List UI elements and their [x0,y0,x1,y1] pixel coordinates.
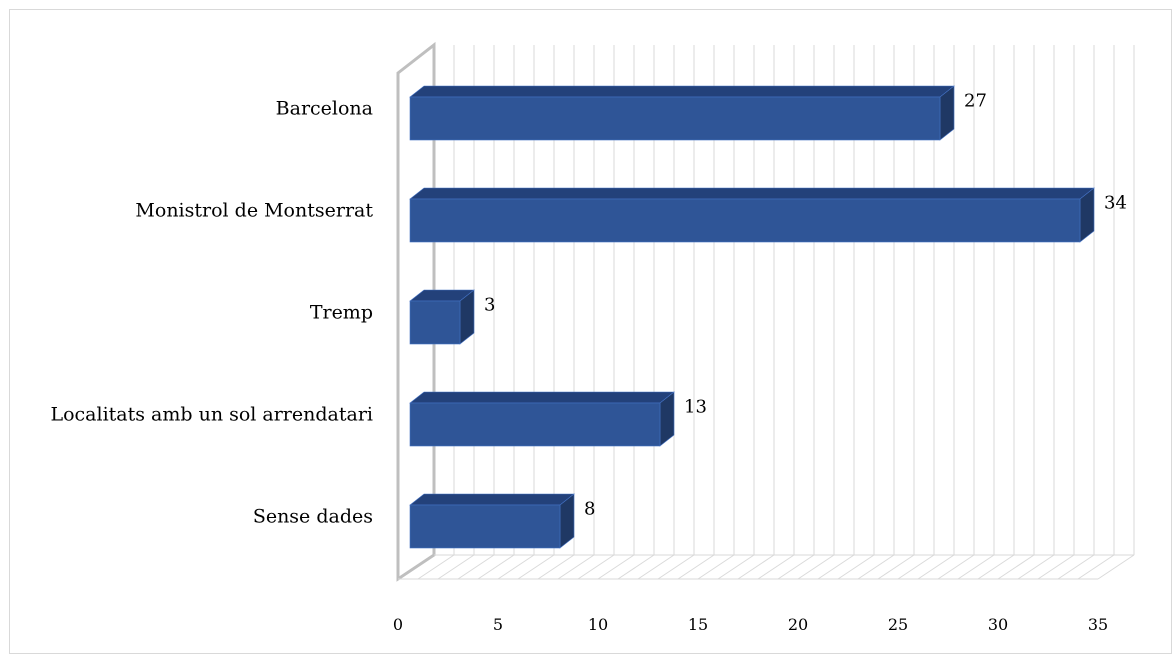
floor-gridline [997,554,1035,580]
floor-gridline [1077,554,1115,580]
floor-gridline [1057,554,1095,580]
bar-front-face [409,504,561,549]
bar [409,391,675,447]
floor-gridline [837,554,875,580]
category-label: Monistrol de Montserrat [135,200,373,222]
floor-gridline [797,554,835,580]
floor-gridline [857,554,895,580]
floor-gridline [777,554,815,580]
floor-gridline [917,554,955,580]
x-tick-label: 0 [393,615,403,634]
bar [409,493,575,549]
floor-gridline [677,554,715,580]
bar-top-face [409,187,1095,200]
floor-gridline [437,554,475,580]
bar-front-face [409,300,461,345]
floor-gridline [977,554,1015,580]
x-tick-label: 35 [1088,615,1108,634]
bar-front-face [409,96,941,141]
bar [409,289,475,345]
data-label: 8 [584,499,595,520]
bar-top-face [409,493,575,506]
bar-top-face [409,85,955,98]
category-label: Barcelona [276,98,373,120]
floor-gridline [817,554,855,580]
bars-layer [409,85,1095,549]
floor-gridline [717,554,755,580]
data-label: 3 [484,295,495,316]
bar-front-face [409,198,1081,243]
x-tick-label: 30 [988,615,1008,634]
x-tick-label: 10 [588,615,608,634]
floor-gridline [517,554,555,580]
floor-gridline [457,554,495,580]
floor-gridline [757,554,795,580]
floor-gridline [1037,554,1075,580]
data-label: 13 [684,397,707,418]
floor-gridline [537,554,575,580]
bar [409,187,1095,243]
floor-gridline [957,554,995,580]
labels-layer: 0 5 10 15 20 25 30 35 Barcelona 27 Monistrol de Mo… [50,91,1126,635]
floor-gridline [897,554,935,580]
data-label: 34 [1104,193,1127,214]
floor-gridline [557,554,595,580]
bar [409,85,955,141]
floor-gridline [657,554,695,580]
floor-gridline [877,554,915,580]
floor-gridline [497,554,535,580]
floor-gridline [597,554,635,580]
bar-front-face [409,402,661,447]
x-tick-label: 15 [688,615,708,634]
floor-gridline [1017,554,1055,580]
floor-gridline [697,554,735,580]
floor-gridline [577,554,615,580]
category-label: Sense dades [253,506,373,528]
category-label: Localitats amb un sol arrendatari [50,404,373,426]
data-label: 27 [964,91,987,112]
floor-gridline [617,554,655,580]
floor-gridline [937,554,975,580]
floor-gridline [637,554,675,580]
floor-gridline [737,554,775,580]
x-tick-label: 25 [888,615,908,634]
floor-gridline [417,554,455,580]
x-tick-label: 5 [493,615,503,634]
floor-gridline [1097,554,1135,580]
x-tick-label: 20 [788,615,808,634]
bar-top-face [409,391,675,404]
floor-gridline [477,554,515,580]
category-label: Tremp [310,302,373,324]
